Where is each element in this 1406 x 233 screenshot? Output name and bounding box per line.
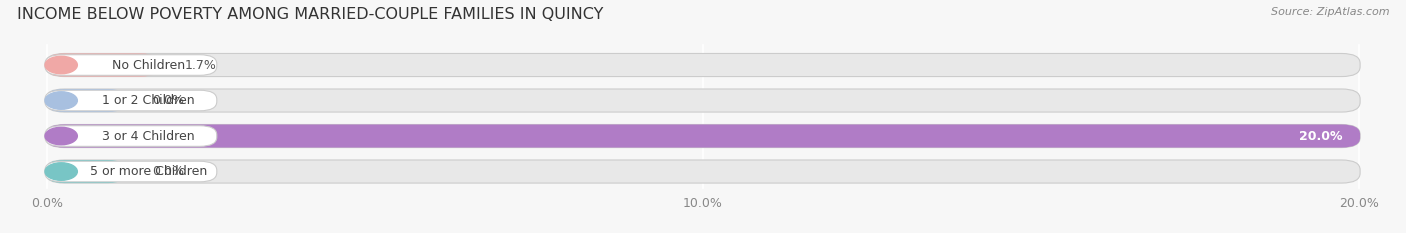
FancyBboxPatch shape [45, 161, 217, 182]
FancyBboxPatch shape [46, 89, 127, 112]
Circle shape [45, 127, 77, 145]
FancyBboxPatch shape [45, 126, 217, 146]
Text: 20.0%: 20.0% [1299, 130, 1343, 143]
Text: 0.0%: 0.0% [152, 94, 184, 107]
Text: Source: ZipAtlas.com: Source: ZipAtlas.com [1271, 7, 1389, 17]
FancyBboxPatch shape [46, 160, 1360, 183]
FancyBboxPatch shape [46, 54, 159, 77]
FancyBboxPatch shape [46, 54, 1360, 77]
Text: 5 or more Children: 5 or more Children [90, 165, 207, 178]
Text: 1.7%: 1.7% [184, 58, 217, 72]
Circle shape [45, 163, 77, 180]
FancyBboxPatch shape [45, 90, 217, 111]
Text: INCOME BELOW POVERTY AMONG MARRIED-COUPLE FAMILIES IN QUINCY: INCOME BELOW POVERTY AMONG MARRIED-COUPL… [17, 7, 603, 22]
Circle shape [45, 56, 77, 74]
FancyBboxPatch shape [45, 55, 217, 75]
Circle shape [45, 92, 77, 109]
FancyBboxPatch shape [46, 160, 127, 183]
Text: No Children: No Children [112, 58, 186, 72]
Text: 3 or 4 Children: 3 or 4 Children [103, 130, 195, 143]
FancyBboxPatch shape [46, 124, 1360, 147]
FancyBboxPatch shape [46, 89, 1360, 112]
FancyBboxPatch shape [46, 124, 1360, 147]
Text: 1 or 2 Children: 1 or 2 Children [103, 94, 195, 107]
Text: 0.0%: 0.0% [152, 165, 184, 178]
